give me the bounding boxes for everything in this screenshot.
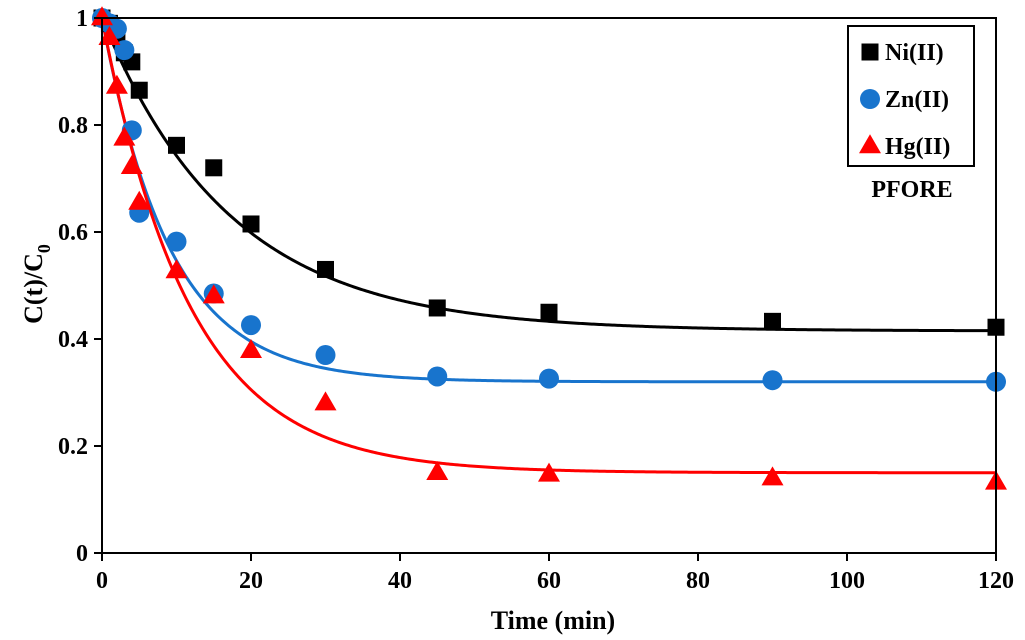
x-tick-label: 120 — [978, 568, 1014, 594]
legend-marker-zn-ii — [860, 89, 880, 109]
legend: Ni(II) Zn(II) Hg(II) — [847, 25, 975, 167]
data-point-ni-ii — [242, 215, 260, 233]
data-point-zn-ii — [427, 366, 448, 387]
x-tick-label: 40 — [388, 568, 412, 594]
legend-label-zn-ii: Zn(II) — [885, 87, 949, 113]
legend-marker-hg-ii — [859, 134, 881, 154]
y-tick-label: 0.4 — [58, 327, 88, 353]
data-point-hg-ii — [105, 74, 128, 94]
x-tick-label: 80 — [686, 568, 710, 594]
legend-label-ni-ii: Ni(II) — [885, 40, 944, 66]
data-point-hg-ii — [91, 6, 113, 26]
data-point-hg-ii — [202, 284, 225, 304]
data-markers — [91, 6, 1007, 490]
y-tick-label: 0.2 — [58, 434, 88, 460]
data-point-ni-ii — [764, 312, 781, 330]
data-point-hg-ii — [314, 391, 337, 411]
data-point-ni-ii — [130, 81, 148, 99]
x-ticks: 0 20 40 60 80 100 120 — [96, 553, 1014, 594]
data-point-ni-ii — [317, 260, 334, 278]
y-tick-label: 0.8 — [58, 113, 88, 139]
y-axis-title-subscript: 0 — [34, 244, 54, 253]
legend-marker-ni-ii — [861, 43, 879, 61]
data-point-hg-ii — [128, 190, 151, 210]
fit-curve-ni-ii — [100, 17, 997, 333]
data-point-zn-ii — [315, 345, 336, 366]
data-point-hg-ii — [240, 338, 262, 358]
data-point-zn-ii — [241, 315, 261, 336]
data-point-ni-ii — [540, 303, 558, 321]
data-point-hg-ii — [120, 154, 143, 174]
x-tick-label: 60 — [537, 568, 561, 594]
data-point-ni-ii — [428, 299, 446, 317]
data-point-hg-ii — [426, 460, 449, 480]
data-point-hg-ii — [98, 26, 121, 46]
y-ticks: 0 0.2 0.4 0.6 0.8 1 — [58, 6, 102, 567]
data-point-zn-ii — [166, 231, 187, 252]
data-point-hg-ii — [165, 259, 188, 279]
data-point-zn-ii — [762, 370, 783, 391]
data-point-hg-ii — [538, 462, 560, 482]
data-point-hg-ii — [113, 126, 136, 146]
x-tick-label: 0 — [96, 568, 108, 594]
model-annotation: PFORE — [871, 177, 952, 203]
legend-label-hg-ii: Hg(II) — [885, 134, 950, 160]
data-point-zn-ii — [114, 40, 135, 61]
x-axis-title: Time (min) — [491, 606, 615, 635]
data-point-ni-ii — [168, 136, 185, 154]
data-point-zn-ii — [539, 368, 559, 389]
y-tick-label: 1 — [76, 6, 88, 32]
x-tick-label: 100 — [829, 568, 865, 594]
y-tick-label: 0 — [76, 541, 88, 567]
data-point-hg-ii — [761, 466, 784, 486]
y-tick-label: 0.6 — [58, 220, 88, 246]
y-axis-title-main: C(t)/C — [19, 253, 48, 324]
y-axis-title: C(t)/C0 — [19, 244, 54, 324]
x-tick-label: 20 — [239, 568, 263, 594]
data-point-ni-ii — [205, 159, 223, 177]
